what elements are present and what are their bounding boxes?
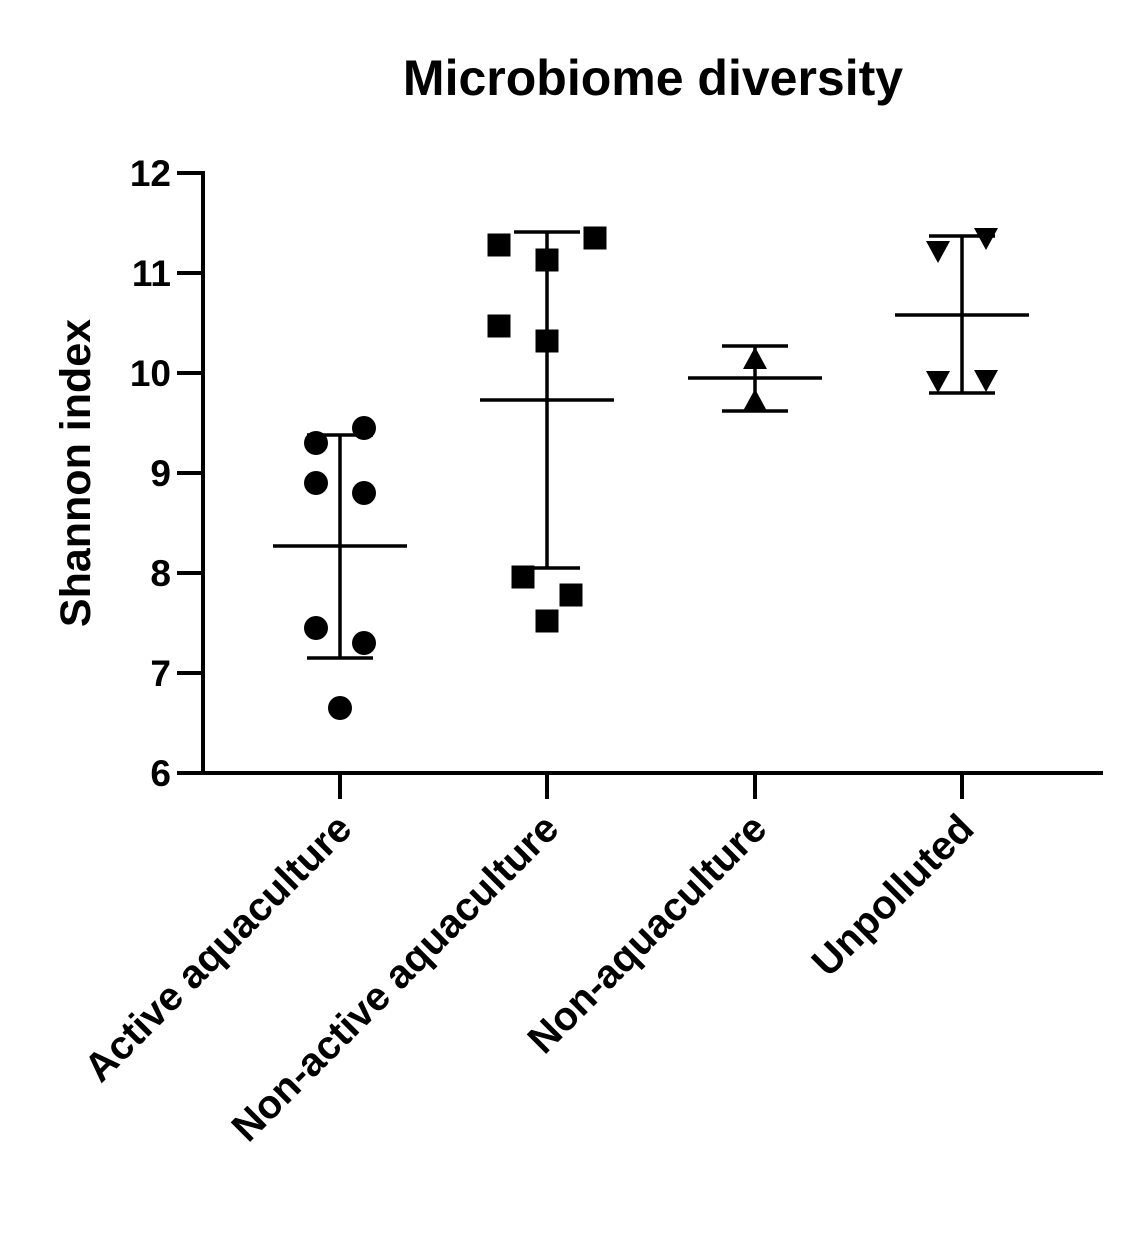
- data-groups: [273, 226, 1029, 720]
- y-axis-label: Shannon index: [52, 319, 100, 627]
- y-tick-label: 8: [150, 553, 171, 594]
- data-point-triangle-down: [926, 241, 950, 263]
- data-point-square: [511, 565, 535, 589]
- y-tick-label: 6: [150, 753, 171, 794]
- y-tick-label: 10: [130, 353, 171, 394]
- group-unpolluted: [895, 228, 1029, 395]
- data-point-square: [487, 314, 511, 338]
- data-point-circle: [304, 431, 328, 455]
- y-tick-label: 9: [150, 453, 171, 494]
- y-axis-ticks: 6 7 8 9 10 11 12: [130, 153, 203, 794]
- y-tick-label: 11: [132, 253, 171, 294]
- data-point-triangle-down: [974, 228, 998, 250]
- data-point-square: [535, 609, 559, 633]
- chart-title: Microbiome diversity: [403, 50, 903, 106]
- group-non-aquaculture: [688, 344, 822, 413]
- group-non-active-aquaculture: [480, 226, 614, 633]
- data-point-circle: [304, 471, 328, 495]
- data-point-circle: [352, 481, 376, 505]
- y-tick-label: 7: [150, 653, 171, 694]
- group-active-aquaculture: [273, 416, 407, 720]
- x-tick-label: Unpolluted: [804, 806, 983, 985]
- y-tick-label: 12: [130, 153, 171, 194]
- x-tick-label: Non-active aquaculture: [223, 806, 567, 1150]
- data-point-circle: [304, 616, 328, 640]
- data-point-circle: [352, 631, 376, 655]
- data-point-triangle-down: [974, 370, 998, 392]
- data-point-square: [583, 226, 607, 250]
- data-point-square: [487, 233, 511, 257]
- data-point-square: [559, 583, 583, 607]
- data-point-triangle-down: [926, 371, 950, 393]
- data-point-circle: [328, 696, 352, 720]
